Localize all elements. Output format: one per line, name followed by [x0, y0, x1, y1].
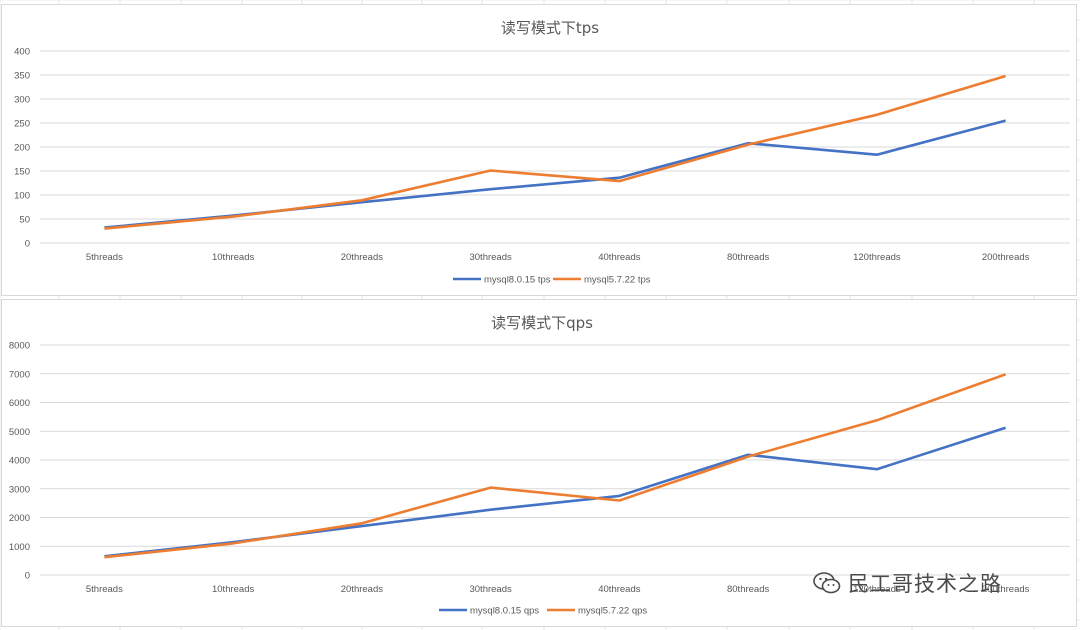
- qps-chart-panel[interactable]: 读写模式下qps 0 1000 2000 3000 4000 5000 6000 7000 80…: [1, 299, 1077, 627]
- y-tick-label: 100: [14, 191, 30, 202]
- watermark: 民工哥技术之路: [812, 566, 1052, 600]
- y-tick-label: 5000: [9, 427, 30, 438]
- chart-title: 读写模式下qps: [491, 314, 593, 332]
- x-tick-label: 10threads: [212, 584, 255, 595]
- y-tick-label: 400: [14, 47, 30, 58]
- y-tick-label: 50: [19, 215, 30, 226]
- y-tick-label: 3000: [9, 484, 30, 495]
- tps-chart-panel[interactable]: 读写模式下tps 0 50 100 150 200 250 300 350 400 5thread…: [1, 4, 1077, 296]
- y-tick-label: 7000: [9, 369, 30, 380]
- x-tick-label: 80threads: [727, 584, 770, 595]
- y-tick-label: 250: [14, 119, 30, 130]
- qps-chart: 读写模式下qps 0 1000 2000 3000 4000 5000 6000 7000 80…: [9, 314, 1070, 617]
- y-tick-label: 0: [25, 571, 30, 582]
- y-tick-label: 350: [14, 71, 30, 82]
- legend-label: mysql8.0.15 tps: [484, 275, 551, 286]
- x-tick-label: 5threads: [86, 252, 123, 263]
- x-tick-label: 30threads: [469, 584, 512, 595]
- y-tick-label: 4000: [9, 456, 30, 467]
- y-tick-label: 150: [14, 167, 30, 178]
- y-tick-label: 200: [14, 143, 30, 154]
- x-tick-label: 40threads: [598, 252, 641, 263]
- x-tick-label: 80threads: [727, 252, 770, 263]
- wechat-icon: [813, 572, 841, 594]
- series-line-mysql5[interactable]: [104, 74, 1006, 230]
- x-tick-label: 40threads: [598, 584, 641, 595]
- y-tick-label: 8000: [9, 341, 30, 352]
- legend-label: mysql8.0.15 qps: [470, 606, 539, 617]
- y-tick-label: 6000: [9, 398, 30, 409]
- x-tick-label: 10threads: [212, 252, 255, 263]
- y-tick-label: 300: [14, 95, 30, 106]
- series-line-mysql8[interactable]: [104, 119, 1006, 229]
- x-tick-label: 20threads: [341, 252, 384, 263]
- tps-chart: 读写模式下tps 0 50 100 150 200 250 300 350 400 5thread…: [14, 19, 1070, 286]
- y-tick-label: 1000: [9, 542, 30, 553]
- legend-label: mysql5.7.22 tps: [584, 275, 651, 286]
- series-line-mysql5[interactable]: [104, 373, 1007, 559]
- series-line-mysql8[interactable]: [104, 426, 1006, 558]
- chart-title: 读写模式下tps: [501, 19, 599, 37]
- legend-label: mysql5.7.22 qps: [578, 606, 647, 617]
- x-tick-label: 200threads: [982, 252, 1030, 263]
- x-tick-label: 120threads: [853, 252, 901, 263]
- x-tick-label: 5threads: [86, 584, 123, 595]
- x-tick-label: 200threads: [982, 584, 1030, 595]
- x-tick-label: 120threads: [853, 584, 901, 595]
- y-tick-label: 2000: [9, 513, 30, 524]
- x-tick-label: 30threads: [469, 252, 512, 263]
- x-tick-label: 20threads: [341, 584, 384, 595]
- y-tick-label: 0: [25, 239, 30, 250]
- watermark-text: 民工哥技术之路: [848, 572, 1002, 596]
